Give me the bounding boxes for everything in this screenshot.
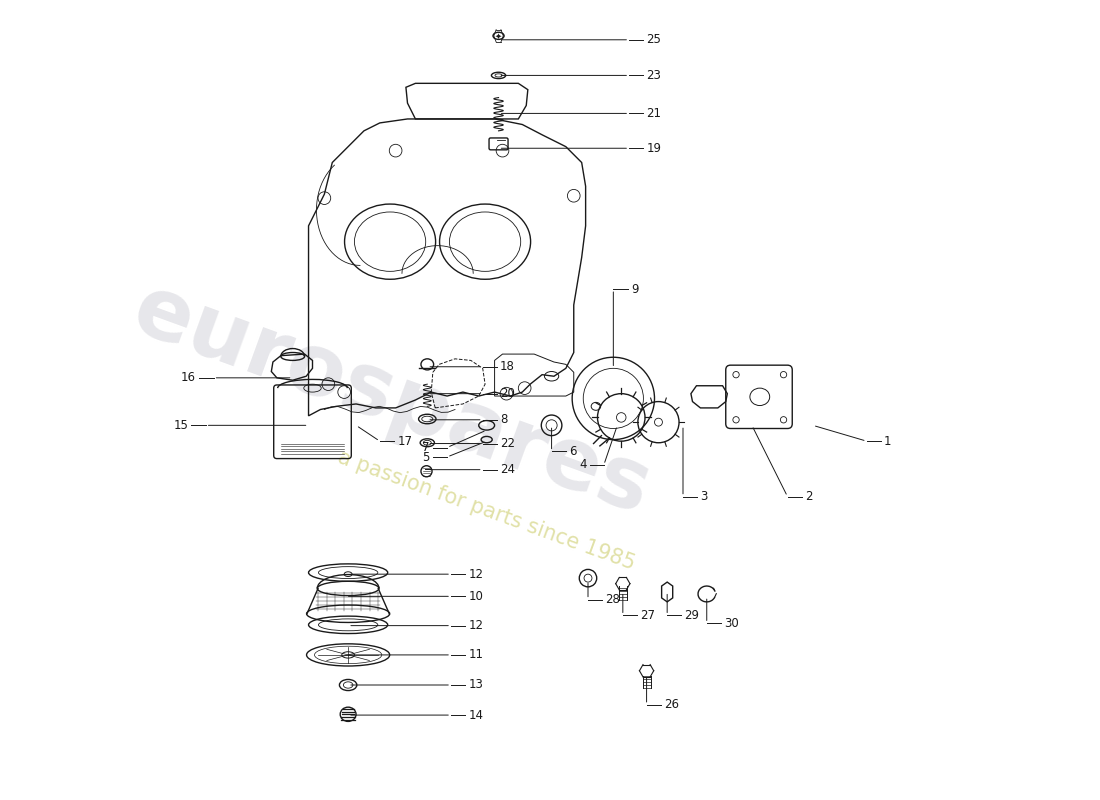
Text: 27: 27 bbox=[640, 609, 656, 622]
Text: 11: 11 bbox=[469, 649, 484, 662]
Text: 22: 22 bbox=[500, 437, 515, 450]
Text: 21: 21 bbox=[647, 107, 661, 120]
Text: 30: 30 bbox=[724, 617, 739, 630]
Text: 18: 18 bbox=[500, 360, 515, 374]
Text: 7: 7 bbox=[422, 441, 430, 454]
Text: eurospares: eurospares bbox=[121, 268, 662, 532]
Text: 20: 20 bbox=[500, 387, 515, 400]
Text: 23: 23 bbox=[647, 69, 661, 82]
Text: 2: 2 bbox=[805, 490, 813, 503]
Text: 19: 19 bbox=[647, 142, 661, 154]
Text: 12: 12 bbox=[469, 619, 484, 632]
Text: 25: 25 bbox=[647, 34, 661, 46]
Text: 17: 17 bbox=[397, 434, 412, 448]
Text: 4: 4 bbox=[579, 458, 586, 471]
Text: 5: 5 bbox=[422, 450, 430, 463]
Text: 24: 24 bbox=[500, 463, 515, 476]
Text: 8: 8 bbox=[500, 414, 507, 426]
Text: 12: 12 bbox=[469, 568, 484, 581]
Text: 6: 6 bbox=[569, 445, 576, 458]
Text: 28: 28 bbox=[605, 593, 620, 606]
Text: 1: 1 bbox=[884, 434, 892, 448]
Text: 29: 29 bbox=[684, 609, 700, 622]
Text: 14: 14 bbox=[469, 709, 484, 722]
Text: 10: 10 bbox=[469, 590, 483, 603]
Text: 13: 13 bbox=[469, 678, 483, 691]
Text: 16: 16 bbox=[182, 371, 196, 384]
Text: 3: 3 bbox=[701, 490, 707, 503]
Text: a passion for parts since 1985: a passion for parts since 1985 bbox=[336, 447, 638, 574]
Text: 26: 26 bbox=[664, 698, 679, 711]
Text: 9: 9 bbox=[630, 282, 638, 296]
Text: 15: 15 bbox=[174, 419, 188, 432]
Text: ✦: ✦ bbox=[495, 31, 502, 40]
